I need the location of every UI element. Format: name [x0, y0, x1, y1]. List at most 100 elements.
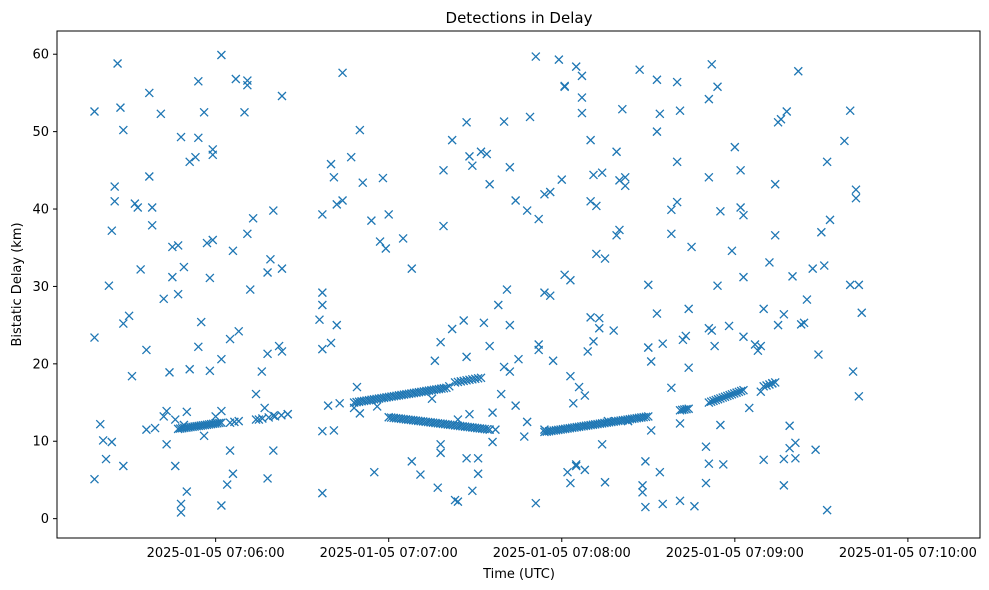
data-point [378, 173, 388, 183]
data-point [407, 456, 417, 466]
data-point [90, 107, 99, 116]
data-point [845, 280, 855, 290]
data-point [848, 367, 858, 377]
data-point [710, 341, 720, 351]
data-point [462, 117, 472, 127]
track-point [641, 412, 651, 422]
data-point [176, 507, 186, 517]
data-point [268, 206, 278, 216]
data-point [739, 272, 748, 282]
track-point [482, 424, 492, 434]
data-point [372, 401, 382, 411]
track-point [729, 389, 739, 398]
data-point [505, 367, 515, 377]
data-point [113, 59, 123, 68]
data-point [242, 229, 252, 239]
data-point [776, 114, 786, 124]
track-point [476, 373, 486, 383]
data-point [436, 337, 446, 347]
data-point [759, 304, 769, 314]
data-point [173, 240, 183, 250]
track-point [711, 395, 721, 405]
data-point [675, 418, 685, 428]
data-point [672, 77, 682, 87]
data-point [467, 161, 477, 171]
data-point [505, 320, 515, 330]
data-point [756, 341, 766, 351]
data-point [753, 346, 763, 356]
data-point [519, 432, 529, 442]
data-point [597, 439, 607, 449]
data-point [110, 182, 120, 192]
y-tick-label: 40 [32, 203, 49, 218]
track-point [684, 404, 694, 414]
data-point [231, 74, 241, 84]
data-point [228, 246, 238, 256]
data-point [779, 454, 789, 464]
data-point [118, 125, 128, 135]
data-point [199, 431, 209, 441]
data-point [375, 237, 385, 246]
data-point [548, 356, 558, 366]
data-point [479, 318, 489, 328]
data-point [707, 326, 717, 336]
data-point [136, 264, 146, 274]
data-point [511, 401, 521, 411]
data-point [678, 335, 688, 345]
data-point [182, 487, 192, 497]
data-point [245, 285, 255, 294]
track-point [216, 418, 226, 428]
data-point [643, 280, 653, 290]
data-point [739, 332, 748, 342]
data-point [240, 107, 249, 117]
data-point [193, 76, 203, 86]
data-point [476, 147, 486, 157]
data-point [159, 294, 169, 304]
data-point [251, 389, 261, 399]
data-point [185, 364, 195, 374]
data-point [655, 109, 665, 119]
y-tick-label: 60 [32, 48, 49, 63]
track-point [736, 386, 746, 396]
data-point [274, 341, 284, 351]
data-point [98, 436, 108, 445]
data-point [724, 321, 734, 331]
data-point [277, 346, 287, 356]
data-point [750, 340, 760, 349]
data-point [199, 107, 209, 117]
track-point [214, 418, 224, 428]
data-point [571, 461, 581, 471]
data-point [565, 371, 575, 381]
data-point [655, 467, 665, 477]
data-point [439, 221, 448, 231]
track-point [709, 396, 718, 406]
data-point [681, 331, 691, 341]
data-point [381, 244, 391, 253]
data-point [577, 93, 587, 103]
data-point [141, 345, 151, 355]
data-point [666, 229, 676, 239]
data-point [268, 446, 278, 455]
data-point [499, 362, 509, 372]
data-point [196, 317, 206, 327]
data-point [589, 170, 598, 180]
data-point [586, 135, 596, 145]
data-point [586, 196, 596, 206]
data-point [594, 313, 604, 323]
track-point [643, 412, 653, 421]
data-point [124, 311, 134, 321]
data-point [534, 345, 544, 355]
data-point [770, 179, 780, 189]
data-point [323, 401, 333, 411]
data-point [202, 238, 212, 248]
data-point [577, 108, 587, 118]
data-point [173, 289, 183, 299]
data-point [672, 197, 682, 207]
data-point [591, 249, 601, 259]
data-point [473, 469, 483, 479]
data-point [511, 196, 521, 205]
data-point [635, 65, 645, 75]
track-point [725, 390, 735, 400]
data-point [317, 488, 327, 498]
